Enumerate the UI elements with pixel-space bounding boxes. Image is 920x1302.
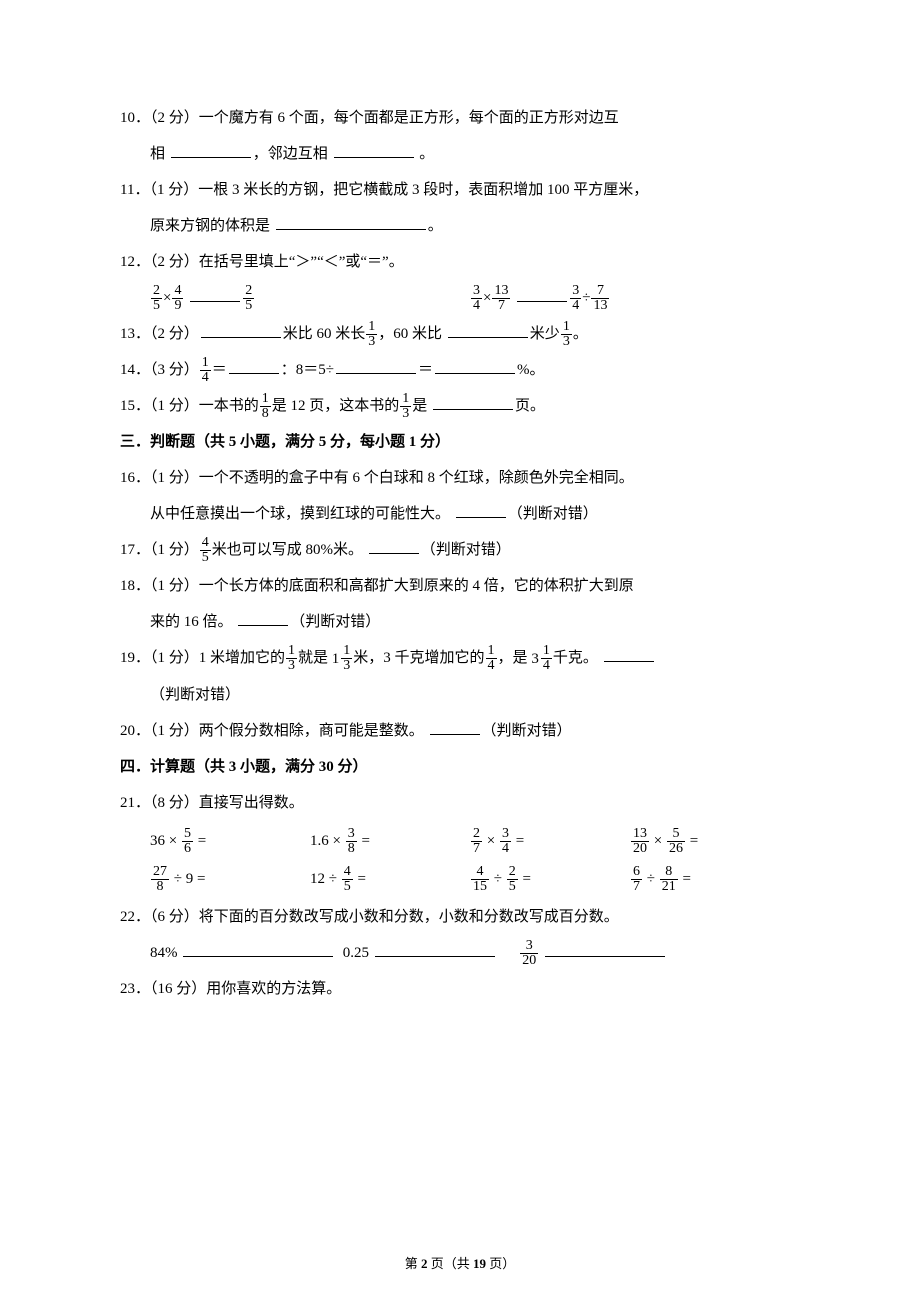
fraction: 25 <box>151 284 162 313</box>
question-14: 14．（3 分）14＝：8＝5÷＝%。 <box>120 352 800 388</box>
question-19-line2: （判断对错） <box>120 677 800 713</box>
blank[interactable] <box>545 941 665 957</box>
fraction: 34 <box>471 284 482 313</box>
fraction: 13 <box>561 320 572 349</box>
blank[interactable] <box>456 502 506 518</box>
blank[interactable] <box>190 286 240 302</box>
blank[interactable] <box>375 941 495 957</box>
question-18-line2: 来的 16 倍。 （判断对错） <box>120 604 800 640</box>
blank[interactable] <box>435 358 515 374</box>
blank[interactable] <box>433 394 513 410</box>
calc-cell: 27 × 34 = <box>470 823 630 859</box>
q21-row1: 36 × 56 = 1.6 × 38 = 27 × 34 = 1320 × 52… <box>120 823 800 859</box>
blank[interactable] <box>517 286 567 302</box>
question-22: 22．（6 分）将下面的百分数改写成小数和分数，小数和分数改写成百分数。 <box>120 899 800 935</box>
page: 10．（2 分）一个魔方有 6 个面，每个面都是正方形，每个面的正方形对边互 相… <box>0 0 920 1302</box>
calc-cell: 1320 × 526 = <box>630 823 790 859</box>
question-10: 10．（2 分）一个魔方有 6 个面，每个面都是正方形，每个面的正方形对边互 <box>120 100 800 136</box>
fraction: 25 <box>243 284 254 313</box>
question-10-line2: 相 ，邻边互相 。 <box>120 136 800 172</box>
fraction: 13 <box>400 392 411 421</box>
section-4-heading: 四．计算题（共 3 小题，满分 30 分） <box>120 749 800 785</box>
calc-cell: 1.6 × 38 = <box>310 823 470 859</box>
fraction: 14 <box>200 356 211 385</box>
page-footer: 第 2 页（共 19 页） <box>0 1256 920 1272</box>
fraction: 137 <box>492 284 510 313</box>
fraction: 713 <box>591 284 609 313</box>
question-15: 15．（1 分）一本书的18是 12 页，这本书的13是 页。 <box>120 388 800 424</box>
mixed-number: 113 <box>332 640 354 677</box>
blank[interactable] <box>369 538 419 554</box>
fraction: 18 <box>260 392 271 421</box>
question-12: 12．（2 分）在括号里填上“＞”“＜”或“＝”。 <box>120 244 800 280</box>
question-16-line2: 从中任意摸出一个球，摸到红球的可能性大。 （判断对错） <box>120 496 800 532</box>
question-17: 17．（1 分）45米也可以写成 80%米。 （判断对错） <box>120 532 800 568</box>
calc-cell: 12 ÷ 45 = <box>310 861 470 897</box>
question-20: 20．（1 分）两个假分数相除，商可能是整数。 （判断对错） <box>120 713 800 749</box>
calc-cell: 36 × 56 = <box>150 823 310 859</box>
calc-cell: 278 ÷ 9 = <box>150 861 310 897</box>
blank[interactable] <box>604 646 654 662</box>
fraction: 34 <box>570 284 581 313</box>
question-13: 13．（2 分）米比 60 米长13，60 米比 米少13。 <box>120 316 800 352</box>
question-23: 23．（16 分）用你喜欢的方法算。 <box>120 971 800 1007</box>
q12-b: 34×137 34÷713 <box>470 280 610 316</box>
blank[interactable] <box>448 322 528 338</box>
question-21: 21．（8 分）直接写出得数。 <box>120 785 800 821</box>
blank[interactable] <box>229 358 279 374</box>
fraction: 14 <box>486 644 497 673</box>
q21-row2: 278 ÷ 9 = 12 ÷ 45 = 415 ÷ 25 = 67 ÷ 821 … <box>120 861 800 897</box>
question-19: 19．（1 分）1 米增加它的13就是 113米，3 千克增加它的14，是 31… <box>120 640 800 677</box>
question-12-row: 25×49 25 34×137 34÷713 <box>120 280 800 316</box>
fraction: 13 <box>286 644 297 673</box>
q12-a: 25×49 25 <box>150 280 470 316</box>
blank[interactable] <box>430 719 480 735</box>
question-16: 16．（1 分）一个不透明的盒子中有 6 个白球和 8 个红球，除颜色外完全相同… <box>120 460 800 496</box>
fraction: 320 <box>520 939 538 968</box>
fraction: 49 <box>172 284 183 313</box>
q10-line1: 10．（2 分）一个魔方有 6 个面，每个面都是正方形，每个面的正方形对边互 <box>120 110 619 126</box>
mixed-number: 314 <box>531 640 553 677</box>
blank[interactable] <box>238 610 288 626</box>
blank[interactable] <box>336 358 416 374</box>
blank[interactable] <box>201 322 281 338</box>
calc-cell: 415 ÷ 25 = <box>470 861 630 897</box>
fraction: 13 <box>366 320 377 349</box>
calc-cell: 67 ÷ 821 = <box>630 861 790 897</box>
blank[interactable] <box>334 142 414 158</box>
question-11: 11．（1 分）一根 3 米长的方钢，把它横截成 3 段时，表面积增加 100 … <box>120 172 800 208</box>
blank[interactable] <box>183 941 333 957</box>
blank[interactable] <box>171 142 251 158</box>
fraction: 45 <box>200 536 211 565</box>
question-22-row: 84% 0.25 320 <box>120 935 800 971</box>
blank[interactable] <box>276 214 426 230</box>
section-3-heading: 三．判断题（共 5 小题，满分 5 分，每小题 1 分） <box>120 424 800 460</box>
question-18: 18．（1 分）一个长方体的底面积和高都扩大到原来的 4 倍，它的体积扩大到原 <box>120 568 800 604</box>
question-11-line2: 原来方钢的体积是 。 <box>120 208 800 244</box>
